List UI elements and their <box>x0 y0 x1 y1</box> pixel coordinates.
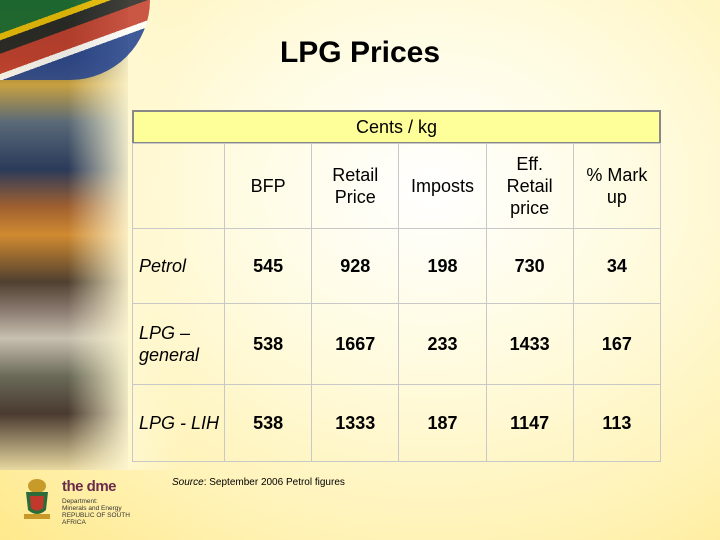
table-cell: 198 <box>398 228 487 304</box>
source-note: Source: September 2006 Petrol figures <box>172 477 345 488</box>
table-cell: 167 <box>572 303 662 385</box>
brand-line: Department: <box>62 498 98 505</box>
table-row: Petrol 545 928 198 730 34 <box>132 228 662 304</box>
table-cell: 928 <box>311 228 400 304</box>
dme-logo: the dme Department: Minerals and Energy … <box>18 476 148 526</box>
row-label: LPG - LIH <box>132 384 225 462</box>
column-header: Retail Price <box>311 143 400 229</box>
brand-name: the dme <box>62 478 117 495</box>
table-cell: 545 <box>223 228 313 304</box>
column-header: Imposts <box>398 143 487 229</box>
brand-line: REPUBLIC OF SOUTH AFRICA <box>62 512 130 526</box>
table-cell: 187 <box>398 384 487 462</box>
table-row: LPG - LIH 538 1333 187 1147 113 <box>132 384 662 462</box>
table-row: LPG – general 538 1667 233 1433 167 <box>132 303 662 385</box>
table-cell: 538 <box>223 384 313 462</box>
table-header-row: BFP Retail Price Imposts Eff. Retail pri… <box>132 143 662 229</box>
prices-table: BFP Retail Price Imposts Eff. Retail pri… <box>132 143 662 462</box>
slide-title: LPG Prices <box>279 36 441 69</box>
brand-subtitle: Department: Minerals and Energy REPUBLIC… <box>62 498 152 526</box>
column-header: Eff. Retail price <box>485 143 574 229</box>
table-cell: 1433 <box>485 303 574 385</box>
brand-line: Minerals and Energy <box>62 505 122 512</box>
table-cell: 730 <box>485 228 574 304</box>
table-cell: 1333 <box>311 384 400 462</box>
coat-of-arms-icon <box>24 479 50 519</box>
column-header: % Mark up <box>572 143 662 229</box>
column-header: BFP <box>223 143 313 229</box>
table-cell: 233 <box>398 303 487 385</box>
source-label: Source <box>172 477 204 488</box>
prices-table-container: Cents / kg BFP Retail Price Imposts Eff.… <box>132 110 662 462</box>
source-text: : September 2006 Petrol figures <box>203 477 345 488</box>
table-cell: 1667 <box>311 303 400 385</box>
unit-header: Cents / kg <box>132 110 661 143</box>
table-cell: 538 <box>223 303 313 385</box>
row-label: LPG – general <box>132 303 225 385</box>
corner-cell <box>132 143 225 229</box>
table-cell: 1147 <box>485 384 574 462</box>
row-label: Petrol <box>132 228 225 304</box>
table-cell: 34 <box>572 228 662 304</box>
table-cell: 113 <box>572 384 662 462</box>
